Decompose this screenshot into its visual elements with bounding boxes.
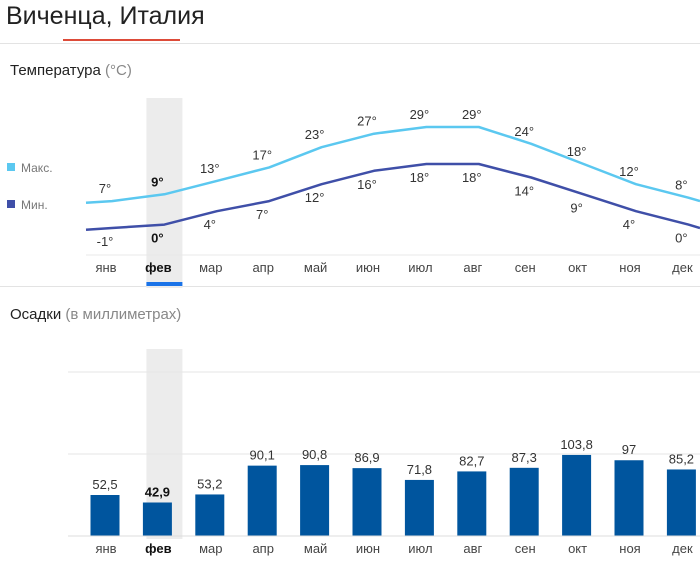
max-data-label: 29° — [410, 107, 430, 122]
legend-max-label: Макс. — [21, 161, 53, 175]
max-data-label: 17° — [252, 147, 272, 162]
temperature-title: Температура — [10, 62, 101, 79]
temperature-month-label: июл — [408, 260, 432, 275]
precipitation-month-label: ноя — [619, 541, 640, 556]
precipitation-month-label: янв — [95, 541, 116, 556]
precipitation-bar — [614, 460, 644, 536]
precipitation-data-label: 86,9 — [354, 450, 379, 465]
max-data-label: 13° — [200, 161, 220, 176]
precipitation-bar — [300, 465, 330, 536]
min-data-label: 0° — [675, 231, 687, 246]
precipitation-unit: (в миллиметрах) — [65, 306, 182, 323]
min-data-label: 4° — [204, 217, 216, 232]
temperature-month-label: апр — [252, 260, 274, 275]
temperature-month-label: фев — [145, 260, 171, 275]
min-data-label: 18° — [410, 170, 430, 185]
temperature-month-label: дек — [672, 260, 693, 275]
precipitation-month-label: май — [304, 541, 327, 556]
precipitation-bar — [142, 502, 172, 536]
precipitation-bar — [457, 471, 487, 536]
min-data-label: 7° — [256, 207, 268, 222]
min-data-label: 9° — [570, 200, 582, 215]
precipitation-bar — [404, 479, 434, 536]
max-data-label: 23° — [305, 127, 325, 142]
precipitation-data-label: 87,3 — [512, 450, 537, 465]
max-data-label: 8° — [675, 178, 687, 193]
temperature-month-label: мар — [199, 260, 222, 275]
precipitation-title: Осадки — [10, 306, 62, 323]
precipitation-month-label: сен — [515, 541, 536, 556]
precipitation-data-label: 71,8 — [407, 462, 432, 477]
precipitation-bar — [666, 469, 696, 536]
temperature-month-label: авг — [463, 260, 482, 275]
precipitation-month-label: июн — [356, 541, 380, 556]
temperature-section-title: Температура (°C) — [10, 62, 132, 79]
series-max-line — [85, 125, 700, 205]
min-data-label: 0° — [151, 231, 163, 246]
precipitation-data-label: 85,2 — [669, 451, 694, 466]
min-data-label: 18° — [462, 170, 482, 185]
temperature-month-label: окт — [568, 260, 587, 275]
max-data-label: 29° — [462, 107, 482, 122]
temperature-month-label: май — [304, 260, 327, 275]
precipitation-month-label: фев — [145, 541, 171, 556]
precipitation-data-label: 53,2 — [197, 476, 222, 491]
temperature-month-label: июн — [356, 260, 380, 275]
min-data-label: 12° — [305, 190, 325, 205]
max-data-label: 18° — [567, 144, 587, 159]
precipitation-month-label: июл — [408, 541, 432, 556]
min-data-label: -1° — [97, 234, 114, 249]
precipitation-month-label: дек — [672, 541, 693, 556]
temperature-month-label: янв — [95, 260, 116, 275]
temperature-unit: (°C) — [105, 62, 132, 79]
max-data-label: 7° — [99, 181, 111, 196]
max-data-label: 12° — [619, 164, 639, 179]
precipitation-data-label: 82,7 — [459, 453, 484, 468]
max-data-label: 9° — [151, 174, 163, 189]
precipitation-data-label: 90,1 — [250, 448, 275, 463]
precipitation-data-label: 90,8 — [302, 447, 327, 462]
precipitation-data-label: 97 — [622, 442, 636, 457]
legend-min-swatch — [7, 200, 15, 208]
precipitation-data-label: 52,5 — [92, 477, 117, 492]
precipitation-bar — [562, 454, 592, 536]
min-data-label: 4° — [623, 217, 635, 232]
selected-month-indicator — [146, 282, 183, 286]
precipitation-data-label: 42,9 — [145, 484, 170, 499]
precipitation-bar — [509, 467, 539, 536]
precipitation-data-label: 103,8 — [560, 437, 593, 452]
legend-min-label: Мин. — [21, 198, 48, 212]
min-data-label: 14° — [514, 184, 534, 199]
precipitation-bar — [352, 468, 382, 536]
precipitation-month-label: апр — [252, 541, 274, 556]
temperature-month-label: сен — [515, 260, 536, 275]
precipitation-bar — [195, 494, 225, 536]
precipitation-month-label: мар — [199, 541, 222, 556]
legend-max-swatch — [7, 163, 15, 171]
min-data-label: 16° — [357, 177, 377, 192]
precipitation-month-label: окт — [568, 541, 587, 556]
selected-month-band-temperature — [146, 98, 183, 288]
precipitation-bar — [247, 465, 277, 536]
precipitation-section-title: Осадки (в миллиметрах) — [10, 306, 181, 323]
temperature-month-label: ноя — [619, 260, 640, 275]
precipitation-month-label: авг — [463, 541, 482, 556]
section-divider — [0, 286, 700, 287]
header-divider — [0, 43, 700, 44]
page-title: Виченца, Италия — [6, 2, 205, 30]
max-data-label: 24° — [514, 124, 534, 139]
legend-min: Мин. — [7, 198, 48, 212]
max-data-label: 27° — [357, 114, 377, 129]
title-underline — [63, 39, 180, 41]
legend-max: Макс. — [7, 161, 53, 175]
precipitation-bar — [90, 495, 120, 536]
series-min-line — [85, 162, 700, 231]
